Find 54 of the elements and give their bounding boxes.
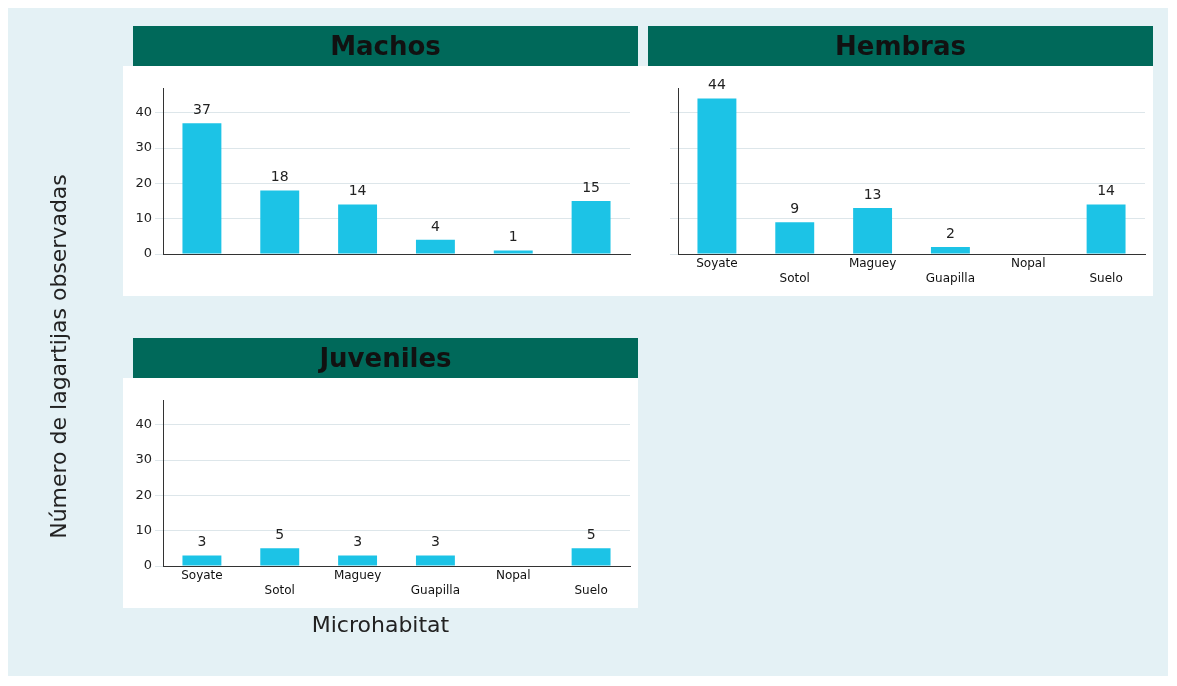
- bar: [415, 239, 455, 254]
- data-label: 1: [508, 228, 518, 245]
- data-label: 9: [790, 199, 800, 216]
- y-tick-label: 10: [135, 210, 152, 226]
- data-label: 3: [197, 533, 207, 550]
- chart-title: Machos: [133, 26, 638, 66]
- x-tick-label: Maguey: [848, 256, 897, 271]
- y-tick-label: 0: [143, 557, 152, 573]
- data-label: 3: [353, 533, 363, 550]
- bar: [775, 222, 815, 254]
- y-tick-label: 20: [135, 174, 152, 190]
- y-tick-label: 0: [143, 245, 152, 261]
- x-tick-label: Guapilla: [925, 270, 976, 285]
- bar: [853, 208, 893, 254]
- data-label: 18: [270, 168, 289, 185]
- bar: [338, 204, 378, 254]
- bar: [182, 123, 222, 254]
- data-label: 5: [275, 525, 285, 542]
- bar: [930, 246, 970, 254]
- x-tick-label: Suelo: [574, 582, 608, 597]
- data-label: 4: [430, 217, 440, 234]
- x-tick-label: Maguey: [333, 568, 382, 583]
- bar: [493, 250, 533, 254]
- y-tick-label: 10: [135, 522, 152, 538]
- data-label: 15: [582, 178, 600, 195]
- bar: [260, 190, 300, 254]
- y-tick-label: 30: [135, 451, 152, 467]
- x-tick-label: Sotol: [779, 270, 810, 285]
- chart-title: Hembras: [648, 26, 1153, 66]
- y-axis-title: Número de lagartijas observadas: [45, 173, 71, 539]
- x-tick-label: Nopal: [495, 568, 531, 583]
- data-label: 37: [193, 100, 211, 117]
- x-tick-label: Guapilla: [410, 582, 461, 597]
- data-label: 13: [863, 185, 882, 202]
- x-tick-label: Soyate: [181, 568, 223, 583]
- y-tick-label: 40: [135, 104, 152, 120]
- data-label: 14: [348, 182, 367, 199]
- data-label: 3: [430, 533, 440, 550]
- x-axis-title: Microhabitat: [310, 612, 451, 637]
- data-label: 44: [708, 76, 726, 93]
- y-tick-label: 30: [135, 139, 152, 155]
- x-tick-label: Suelo: [1089, 270, 1123, 285]
- bar: [1086, 204, 1126, 254]
- bar: [571, 201, 611, 254]
- y-tick-label: 20: [135, 486, 152, 502]
- x-tick-label: Sotol: [264, 582, 295, 597]
- chart-title: Juveniles: [133, 338, 638, 378]
- data-label: 2: [945, 224, 955, 241]
- x-tick-label: Nopal: [1010, 256, 1046, 271]
- x-tick-label: Soyate: [696, 256, 738, 271]
- bar: [697, 98, 737, 254]
- data-label: 14: [1097, 182, 1116, 199]
- y-tick-label: 40: [135, 416, 152, 432]
- data-label: 5: [586, 525, 596, 542]
